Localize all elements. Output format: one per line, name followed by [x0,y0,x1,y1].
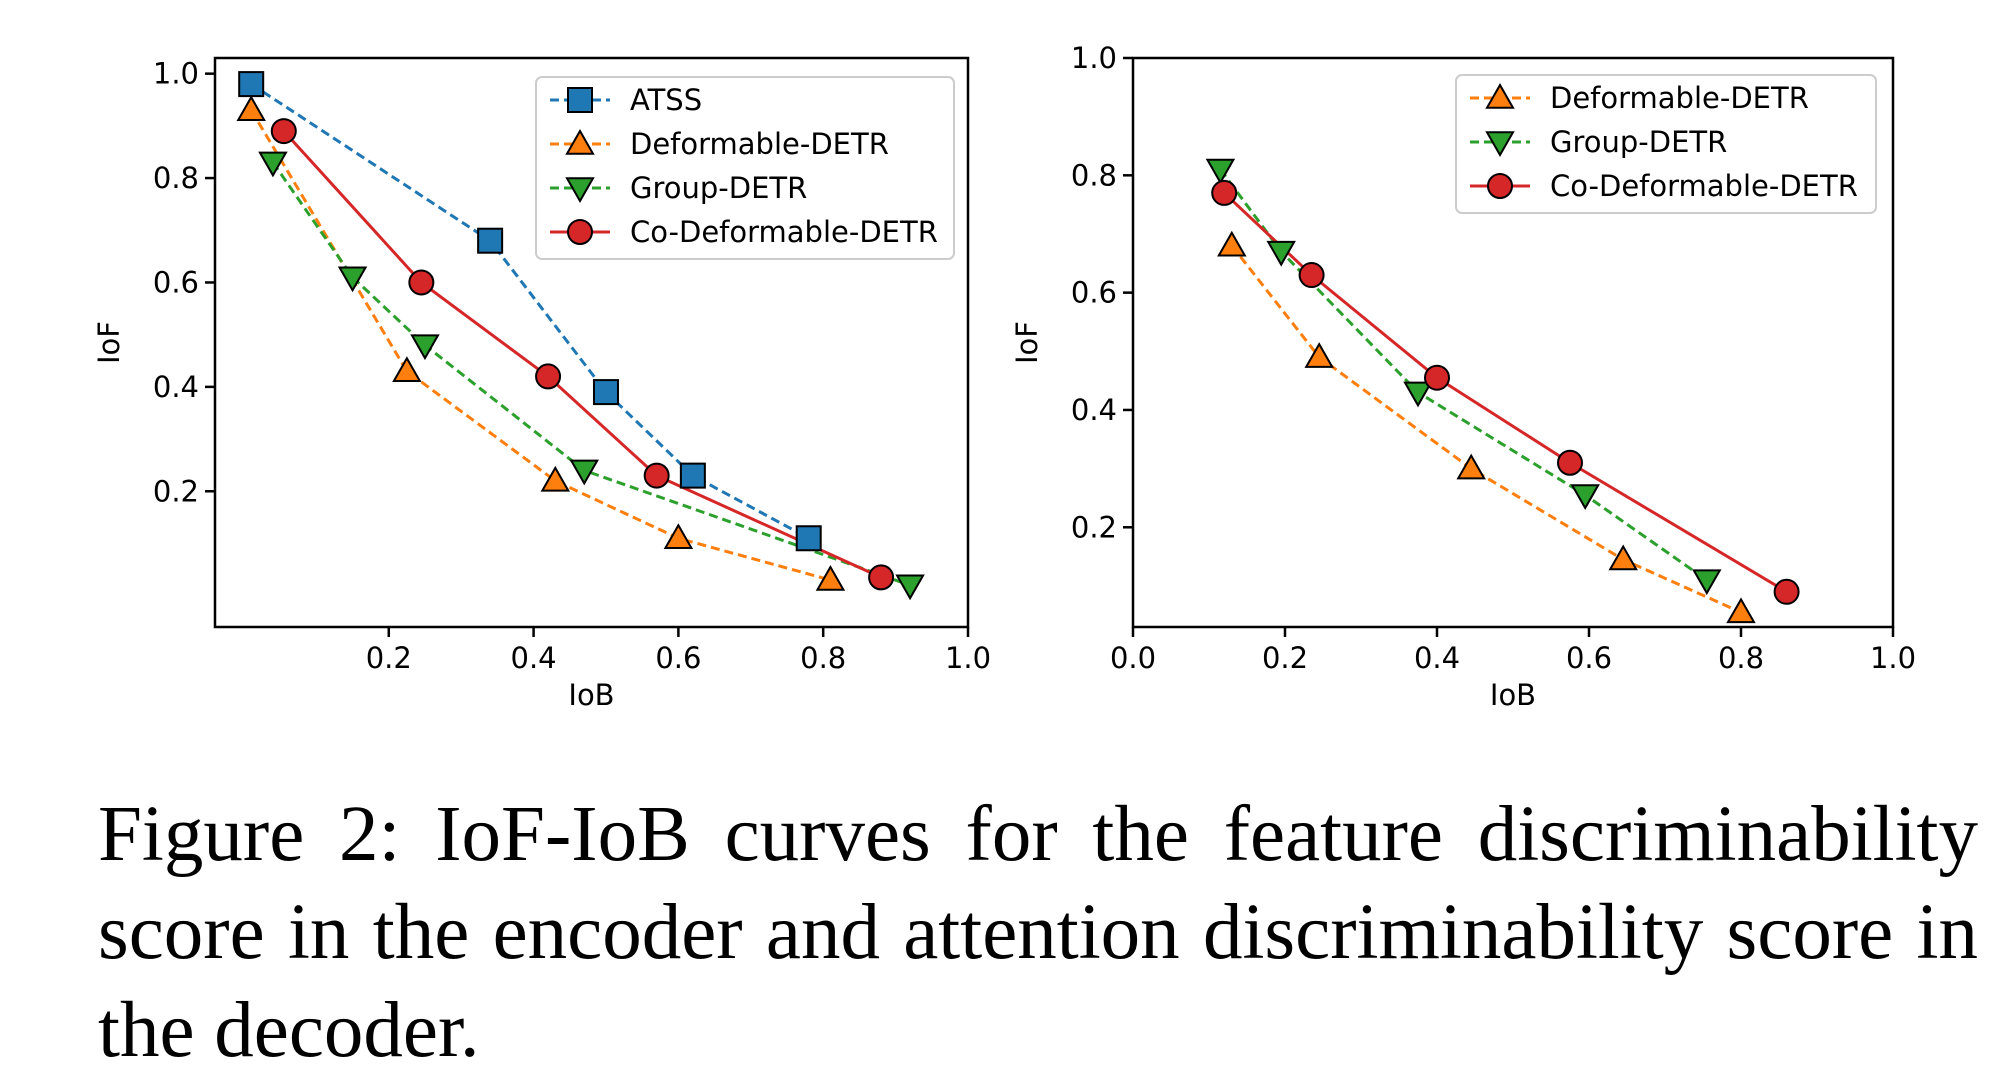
charts-canvas: 0.2 0.4 0.6 0.8 1.0 0.2 0.4 0.6 0.8 1.0 IoB IoF ATSS… [92,41,1916,712]
data-point-co-deformable-detr [1298,262,1325,289]
data-point-group-detr [1403,381,1433,408]
chart-1: 0.2 0.4 0.6 0.8 1.0 0.2 0.4 0.6 0.8 1.0 IoB IoF ATSS… [92,57,991,712]
data-point-deformable-detr [1456,453,1486,480]
data-point-atss [795,525,822,552]
x-tick-label: 0.4 [511,641,557,675]
legend-label-group-detr: Group-DETR [630,171,807,205]
x-tick-label: 1.0 [945,641,991,675]
data-point-deformable-detr [815,565,846,591]
series-line-group-detr [1219,168,1708,582]
legend-marker-deformable-detr [565,128,595,155]
y-tick-label: 0.6 [1071,276,1117,310]
y-tick-label: 0.8 [153,161,199,195]
data-point-group-detr [337,266,368,293]
data-point-group-detr [410,334,440,361]
legend-label-atss: ATSS [630,83,702,117]
data-point-deformable-detr [392,356,422,382]
x-tick-label: 0.2 [1262,641,1308,675]
series-line-co-deformable-detr [1223,191,1788,594]
y-axis-label: IoF [92,321,126,364]
data-point-group-detr [1570,484,1600,511]
x-tick-label: 0.0 [1110,641,1156,675]
data-point-atss [592,379,619,406]
legend-marker-group-detr [565,177,595,204]
legend-label-deformable-detr: Deformable-DETR [630,127,889,161]
plot-frame [1131,56,1895,629]
data-point-co-deformable-detr [1557,449,1583,476]
figure-caption: Figure 2: IoF-IoB curves for the feature… [98,791,1978,1074]
x-tick-label: 0.8 [1718,641,1764,675]
x-tick-label: 1.0 [1870,641,1916,675]
legend-label-co-deformable-detr: Co-Deformable-DETR [1550,169,1858,203]
data-point-atss [238,71,265,98]
y-tick-label: 1.0 [153,57,199,91]
data-point-co-deformable-detr [1211,179,1238,206]
x-axis-label: IoB [1490,678,1536,712]
data-point-group-detr [258,151,288,178]
y-tick-label: 0.2 [153,474,199,508]
data-point-deformable-detr [663,523,694,550]
data-point-group-detr [1266,240,1296,267]
x-tick-label: 0.8 [800,641,846,675]
data-point-co-deformable-detr [408,269,435,296]
legend-marker-group-detr [1485,131,1515,158]
data-point-group-detr [1205,158,1236,185]
data-point-deformable-detr [236,95,266,121]
legend-marker-deformable-detr [1485,82,1515,109]
chart-2: 0.0 0.2 0.4 0.6 0.8 1.0 0.2 0.4 0.6 0.8 1.0 IoB IoF D… [1010,41,1916,712]
x-tick-label: 0.2 [366,641,412,675]
data-point-atss [679,462,706,489]
data-point-co-deformable-detr [643,462,670,489]
legend-label-co-deformable-detr: Co-Deformable-DETR [630,215,938,249]
legend-marker-co-deformable-detr [1487,173,1513,199]
data-point-group-detr [569,459,599,486]
legend-label-deformable-detr: Deformable-DETR [1550,81,1809,115]
legend: Deformable-DETR Group-DETR Co-Deformable-D… [1455,74,1877,214]
data-point-co-deformable-detr [868,564,895,591]
legend-box [535,76,955,260]
data-point-deformable-detr [1304,342,1334,368]
data-point-deformable-detr [540,465,571,492]
data-point-co-deformable-detr [535,363,562,390]
data-point-atss [477,227,504,254]
data-point-deformable-detr [1217,230,1247,257]
x-tick-label: 0.6 [655,641,701,675]
y-tick-label: 0.4 [1071,393,1117,427]
data-point-co-deformable-detr [1424,364,1450,391]
y-tick-label: 0.8 [1071,158,1117,192]
x-axis-label: IoB [568,678,614,712]
data-point-group-detr [895,574,925,601]
legend-label-group-detr: Group-DETR [1550,125,1727,159]
y-tick-label: 0.4 [153,370,199,404]
y-tick-label: 0.6 [153,265,199,299]
data-point-co-deformable-detr [1773,578,1800,605]
plot-frame [213,56,970,629]
data-point-group-detr [1692,569,1722,596]
y-tick-label: 0.2 [1071,510,1117,544]
legend-marker-atss [567,87,593,113]
legend-marker-co-deformable-detr [567,219,593,245]
series-line-deformable-detr [1230,244,1742,614]
legend: ATSS Deformable-DETR Group-DETR Co-Deformab… [535,76,955,260]
y-axis-label: IoF [1010,321,1044,364]
data-point-deformable-detr [1608,544,1638,571]
legend-box [1455,74,1877,214]
data-point-co-deformable-detr [270,118,297,145]
data-point-deformable-detr [1726,597,1756,624]
x-tick-label: 0.6 [1566,641,1612,675]
x-tick-label: 0.4 [1414,641,1460,675]
y-tick-label: 1.0 [1071,41,1117,75]
